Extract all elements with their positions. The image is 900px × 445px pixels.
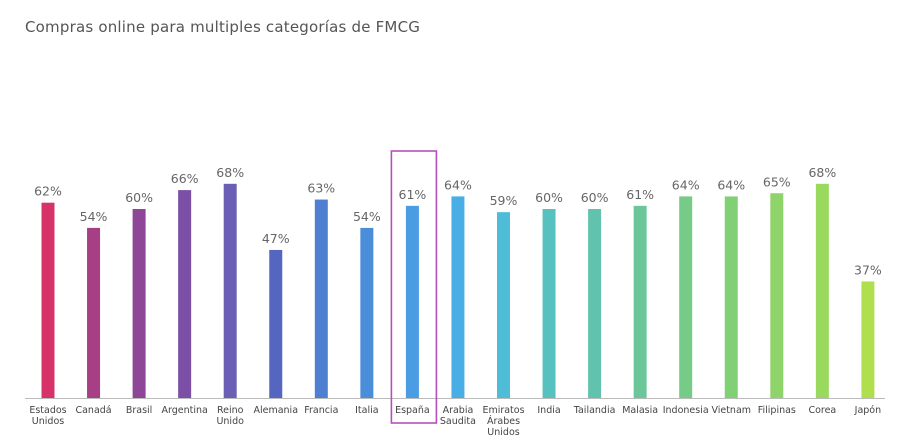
category-label-brasil: Brasil <box>126 405 152 416</box>
value-label-italia: 54% <box>353 209 381 224</box>
category-label-corea: Corea <box>808 405 836 416</box>
bar-argentina <box>178 190 192 398</box>
bar-alemania <box>269 249 283 398</box>
category-label-canada: Canadá <box>75 405 111 416</box>
category-label-emiratos-arabes-unidos: Emiratos Árabes Unidos <box>482 405 524 438</box>
category-label-filipinas: Filipinas <box>758 405 796 416</box>
highlight-box <box>390 150 438 424</box>
value-label-emiratos-arabes-unidos: 59% <box>490 193 518 208</box>
bar-malasia <box>633 205 647 398</box>
bar-tailandia <box>588 209 602 398</box>
value-label-japon: 37% <box>854 262 882 277</box>
category-label-francia: Francia <box>304 405 338 416</box>
value-label-brasil: 60% <box>125 190 153 205</box>
value-label-corea: 68% <box>808 165 836 180</box>
category-label-argentina: Argentina <box>161 405 207 416</box>
bar-filipinas <box>770 193 784 398</box>
category-label-estados-unidos: Estados Unidos <box>29 405 66 427</box>
category-label-espana: España <box>395 405 430 416</box>
value-label-tailandia: 60% <box>581 190 609 205</box>
bar-vietnam <box>724 196 738 398</box>
bar-italia <box>360 227 374 398</box>
value-label-filipinas: 65% <box>763 174 791 189</box>
category-label-malasia: Malasia <box>622 405 658 416</box>
category-label-india: India <box>537 405 560 416</box>
bar-indonesia <box>679 196 693 398</box>
value-label-estados-unidos: 62% <box>34 184 62 199</box>
value-label-alemania: 47% <box>262 231 290 246</box>
category-label-indonesia: Indonesia <box>663 405 709 416</box>
value-label-argentina: 66% <box>171 171 199 186</box>
bar-corea <box>815 183 829 398</box>
category-label-vietnam: Vietnam <box>711 405 751 416</box>
bar-canada <box>87 227 101 398</box>
bar-japon <box>861 281 875 398</box>
value-label-india: 60% <box>535 190 563 205</box>
bar-reino-unido <box>223 183 237 398</box>
value-label-reino-unido: 68% <box>216 165 244 180</box>
chart-title: Compras online para multiples categorías… <box>25 18 421 36</box>
bar-india <box>542 209 556 398</box>
category-label-japon: Japón <box>854 405 882 416</box>
value-label-canada: 54% <box>80 209 108 224</box>
category-label-tailandia: Tailandia <box>573 405 616 416</box>
value-label-malasia: 61% <box>626 187 654 202</box>
value-label-indonesia: 64% <box>672 177 700 192</box>
bar-brasil <box>132 209 146 398</box>
category-label-arabia-saudita: Arabia Saudita <box>440 405 476 427</box>
value-label-arabia-saudita: 64% <box>444 177 472 192</box>
bar-estados-unidos <box>41 202 55 398</box>
category-label-reino-unido: Reino Unido <box>216 405 244 427</box>
bar-espana <box>405 205 419 398</box>
value-label-espana: 61% <box>399 187 427 202</box>
category-label-alemania: Alemania <box>253 405 298 416</box>
value-label-vietnam: 64% <box>717 177 745 192</box>
category-label-italia: Italia <box>355 405 378 416</box>
bar-francia <box>314 199 328 398</box>
bar-arabia-saudita <box>451 196 465 398</box>
value-label-francia: 63% <box>307 181 335 196</box>
bar-emiratos-arabes-unidos <box>497 212 510 398</box>
